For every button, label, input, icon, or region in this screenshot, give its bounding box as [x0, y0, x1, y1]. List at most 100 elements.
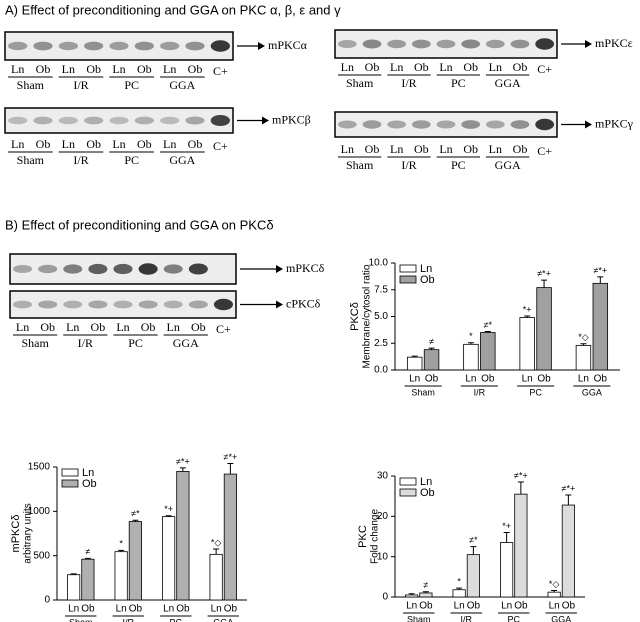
blot-band: [13, 264, 33, 274]
lane-label: Ln: [62, 137, 75, 151]
significance-mark: *: [457, 577, 461, 587]
y-axis-label: mPKCδ: [10, 515, 22, 553]
x-tick-label: I/R: [474, 387, 486, 397]
legend-swatch: [399, 488, 417, 497]
bar-series-label: Ln: [549, 601, 560, 612]
lane-label: Ln: [112, 137, 125, 151]
error-bar: [428, 347, 435, 350]
blot-band: [163, 264, 183, 274]
bar-series-label: Ob: [514, 601, 528, 612]
y-tick-label: 30: [377, 471, 389, 482]
blot-band: [362, 39, 382, 49]
x-tick-label: Sham: [411, 387, 435, 397]
error-bar: [467, 342, 474, 345]
lane-label: Ln: [116, 320, 129, 334]
bar-series-label: Ob: [425, 374, 439, 385]
bar-series-label: Ob: [81, 604, 95, 615]
error-bar: [179, 467, 186, 472]
blot-label: mPKCε: [595, 36, 633, 50]
bar: [514, 493, 528, 598]
group-label: GGA: [173, 336, 199, 350]
arrow-head: [258, 42, 265, 50]
group-label: Sham: [346, 158, 374, 172]
bar-series-label: Ln: [409, 374, 420, 385]
blot-label: cPKCδ: [286, 296, 321, 310]
group-label: Sham: [21, 336, 49, 350]
y-axis-label: arbitrary units: [23, 503, 34, 564]
bar: [405, 594, 419, 598]
bar-series-label: Ln: [163, 604, 174, 615]
significance-mark: ≠*: [469, 535, 478, 545]
lane-label: Ln: [11, 137, 24, 151]
blot-band: [33, 41, 53, 51]
bar: [452, 589, 466, 598]
y-tick-label: 0: [44, 595, 50, 606]
error-bar: [411, 355, 418, 358]
bar-series-label: Ob: [481, 374, 495, 385]
x-tick-label: GGA: [213, 617, 233, 622]
blot-band: [210, 40, 230, 52]
group-label: Sham: [17, 78, 45, 92]
arrow-head: [585, 40, 592, 48]
lane-label: Ob: [86, 62, 101, 76]
lane-label: Ob: [513, 60, 528, 74]
section-b-title: B) Effect of preconditioning and GGA on …: [5, 217, 274, 232]
significance-mark: ≠: [429, 336, 434, 346]
blot-box: [334, 111, 558, 138]
error-bar: [503, 531, 510, 543]
bar-series-label: Ln: [454, 601, 465, 612]
bar: [592, 282, 609, 371]
lane-label: Ob: [365, 142, 380, 156]
blot-band: [337, 120, 357, 129]
y-tick-label: 7.5: [374, 284, 388, 295]
blot-band: [33, 116, 53, 125]
blot-band: [84, 116, 104, 125]
bar: [128, 521, 142, 601]
blot-band: [485, 39, 505, 49]
group-label: GGA: [495, 158, 521, 172]
blot-band: [8, 116, 28, 125]
blot-band: [134, 116, 154, 125]
lane-label: Ob: [188, 137, 203, 151]
significance-mark: *: [119, 539, 123, 549]
blot-band: [461, 120, 481, 129]
error-bar: [213, 548, 220, 555]
blot-band: [8, 41, 28, 51]
lane-label: Ob: [40, 320, 55, 334]
bar: [466, 554, 480, 598]
significance-mark: ≠*: [131, 509, 140, 519]
y-axis-label: Membrane/cytosol ratio: [362, 264, 373, 368]
y-tick-label: 1000: [28, 506, 51, 517]
x-tick-label: GGA: [582, 387, 602, 397]
significance-mark: ≠*+: [562, 483, 576, 493]
error-bar: [84, 557, 91, 560]
lane-label: Ln: [163, 137, 176, 151]
x-tick-label: Sham: [69, 617, 93, 622]
significance-mark: ≠*: [484, 320, 493, 330]
error-bar: [470, 546, 477, 555]
significance-mark: *+: [502, 521, 511, 531]
group-label: I/R: [401, 158, 416, 172]
blot-band: [109, 116, 129, 125]
blot-band: [387, 39, 407, 49]
lane-label: Ln: [439, 60, 452, 74]
bar-series-label: Ob: [537, 374, 551, 385]
blot-band: [63, 300, 83, 309]
bar: [419, 592, 433, 598]
blot-band: [58, 116, 78, 125]
group-label: GGA: [169, 153, 195, 167]
bar-series-label: Ob: [467, 601, 481, 612]
lane-label: Ob: [414, 142, 429, 156]
blot-band: [411, 39, 431, 49]
control-label: C+: [213, 64, 228, 78]
error-bar: [70, 573, 77, 575]
blot-band: [411, 120, 431, 129]
y-tick-label: 10: [377, 551, 389, 562]
blot-band: [185, 116, 205, 125]
x-tick-label: PC: [529, 387, 542, 397]
lane-label: Ln: [489, 142, 502, 156]
error-bar: [408, 593, 415, 595]
legend-label: Ln: [82, 467, 94, 479]
blot-band: [134, 41, 154, 51]
